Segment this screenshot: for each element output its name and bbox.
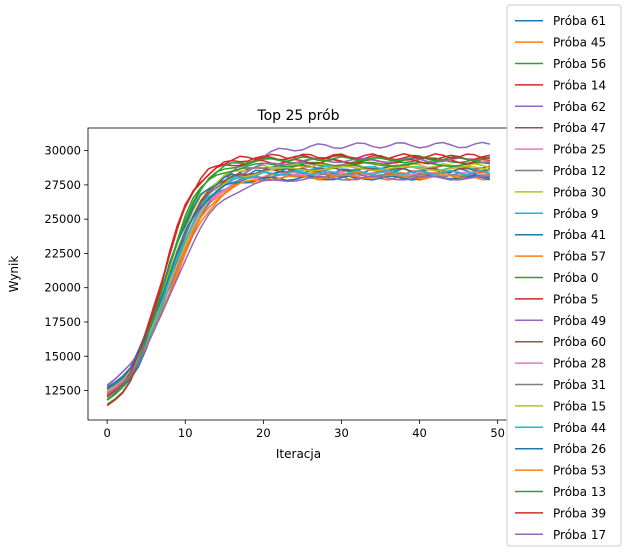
y-tick-label: 25000: [44, 212, 81, 226]
legend-label: Próba 17: [553, 528, 606, 542]
legend-label: Próba 12: [553, 164, 606, 178]
legend-label: Próba 14: [553, 78, 606, 92]
y-tick-label: 12500: [44, 384, 81, 398]
chart-title: Top 25 prób: [256, 108, 339, 124]
legend-label: Próba 25: [553, 143, 606, 157]
y-tick-label: 20000: [44, 281, 81, 295]
series-line-próba-56: [106, 157, 490, 397]
x-tick-label: 30: [334, 426, 349, 440]
y-axis: 12500 15000 17500 20000 22500 25000 27500 30000: [44, 144, 88, 398]
legend-label: Próba 30: [553, 185, 606, 199]
x-tick-label: 50: [490, 426, 505, 440]
legend-label: Próba 47: [553, 121, 606, 135]
legend-label: Próba 28: [553, 357, 606, 371]
series-line-próba-13: [106, 156, 491, 401]
x-tick-label: 10: [178, 426, 193, 440]
legend-label: Próba 0: [553, 271, 598, 285]
legend-label: Próba 61: [553, 14, 606, 28]
series-line-próba-31: [106, 172, 491, 399]
series-line-próba-9: [106, 165, 490, 390]
x-axis-label: Iteracja: [276, 447, 321, 461]
series-line-próba-53: [106, 174, 490, 394]
legend-label: Próba 57: [553, 250, 606, 264]
legend-label: Próba 39: [553, 506, 606, 520]
series-line-próba-39: [106, 153, 490, 397]
legend-box: [506, 4, 622, 547]
series-line-próba-15: [106, 165, 490, 392]
y-tick-label: 15000: [44, 349, 81, 363]
y-axis-label: Wynik: [7, 256, 21, 293]
legend-label: Próba 26: [553, 442, 606, 456]
x-tick-label: 40: [412, 426, 427, 440]
legend-label: Próba 9: [553, 207, 598, 221]
legend-label: Próba 49: [553, 314, 606, 328]
legend-label: Próba 31: [553, 378, 606, 392]
y-tick-label: 27500: [44, 178, 81, 192]
legend-label: Próba 41: [553, 228, 606, 242]
legend-label: Próba 13: [553, 485, 606, 499]
legend-label: Próba 62: [553, 100, 606, 114]
legend-label: Próba 53: [553, 464, 606, 478]
series-line-próba-41: [106, 167, 491, 389]
plot-lines: [106, 141, 491, 407]
legend-label: Próba 45: [553, 36, 606, 50]
x-axis: 0 10 20 30 40 50: [103, 420, 505, 440]
x-tick-label: 20: [256, 426, 271, 440]
legend: Próba 61 Próba 45 Próba 56 Próba 14 Próba 62…: [506, 4, 622, 547]
y-tick-label: 17500: [44, 315, 81, 329]
legend-label: Próba 44: [553, 421, 606, 435]
x-tick-label: 0: [103, 426, 110, 440]
legend-label: Próba 5: [553, 292, 598, 306]
legend-label: Próba 56: [553, 57, 606, 71]
series-line-próba-44: [106, 169, 491, 396]
y-tick-label: 22500: [44, 246, 81, 260]
legend-label: Próba 60: [553, 335, 606, 349]
series-line-próba-17: [106, 175, 490, 396]
legend-label: Próba 15: [553, 399, 606, 413]
y-tick-label: 30000: [44, 144, 81, 158]
